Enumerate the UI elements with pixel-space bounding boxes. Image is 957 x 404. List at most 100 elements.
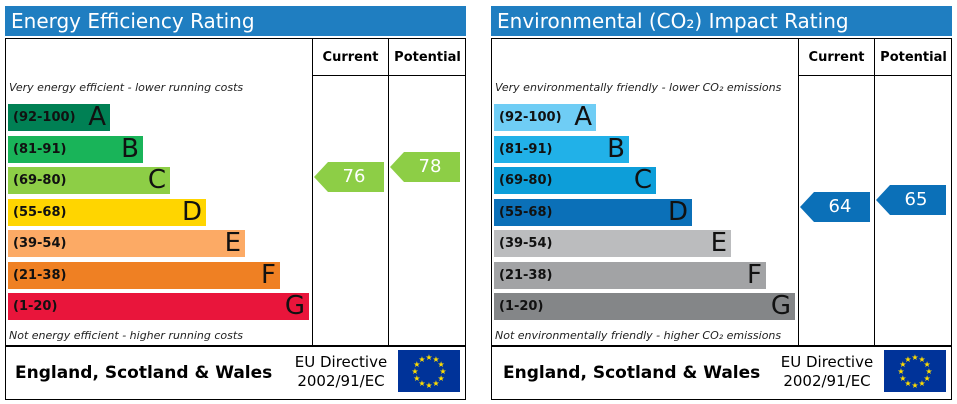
star-icon: ★ — [918, 379, 925, 388]
star-icon: ★ — [904, 355, 911, 364]
star-icon: ★ — [438, 374, 445, 383]
band-letter: D — [667, 196, 688, 227]
rating-band-g: (1-20) G — [8, 291, 309, 321]
band-letter: G — [770, 291, 791, 321]
star-icon: ★ — [925, 367, 932, 376]
column-header-potential: Potential — [394, 50, 461, 65]
band-range-label: (81-91) — [13, 141, 67, 157]
directive-line-1: EU Directive — [294, 353, 388, 371]
rating-band-e: (39-54) E — [494, 228, 731, 258]
band-letter: D — [181, 196, 202, 227]
eu-stars-icon: ★ ★★★★★★★★★★★ — [411, 353, 446, 390]
rating-band-a: (92-100) A — [8, 102, 110, 132]
star-icon: ★ — [924, 374, 931, 383]
current-rating-value: 76 — [342, 165, 366, 187]
rating-band-d: (55-68) D — [8, 196, 206, 227]
star-icon: ★ — [432, 355, 439, 364]
eu-stars-icon: ★ ★★★★★★★★★★★ — [897, 353, 932, 390]
star-icon: ★ — [418, 379, 425, 388]
arrow-shape — [800, 191, 870, 222]
divider — [312, 38, 313, 346]
column-header-current: Current — [808, 50, 865, 65]
potential-rating-value: 78 — [418, 156, 442, 178]
divider — [312, 75, 466, 76]
band-letter: B — [607, 133, 625, 164]
band-range-label: (1-20) — [13, 299, 58, 314]
environmental-impact-chart: Environmental (CO₂) Impact Rating Curren… — [491, 6, 952, 400]
band-range-label: (39-54) — [13, 236, 67, 251]
rating-band-b: (81-91) B — [494, 133, 629, 164]
bottom-caption: Not environmentally friendly - higher CO… — [495, 329, 782, 342]
star-icon: ★ — [904, 379, 911, 388]
directive-line-2: 2002/91/EC — [783, 372, 871, 390]
band-letter: B — [121, 133, 139, 164]
band-range-label: (69-80) — [13, 173, 67, 188]
band-letter: A — [574, 102, 592, 132]
rating-band-f: (21-38) F — [494, 259, 766, 290]
current-rating-value: 64 — [828, 195, 852, 217]
eu-flag-icon: ★ ★ ★ ★ ★ ★ ★ ★ ★ ★ ★ ★ — [398, 350, 460, 392]
star-icon: ★ — [897, 367, 904, 376]
star-icon: ★ — [411, 367, 418, 376]
star-icon: ★ — [413, 374, 420, 383]
band-range-label: (92-100) — [499, 110, 562, 125]
band-letter: F — [747, 259, 762, 290]
band-range-label: (55-68) — [499, 204, 553, 220]
arrow-shape — [314, 161, 384, 192]
divider — [798, 38, 799, 346]
rating-band-c: (69-80) C — [494, 165, 656, 195]
band-letter: G — [284, 291, 305, 321]
star-icon: ★ — [918, 355, 925, 364]
footer-frame — [491, 346, 952, 400]
footer-country: England, Scotland & Wales — [503, 363, 761, 383]
band-range-label: (39-54) — [499, 236, 553, 251]
band-letter: E — [224, 228, 241, 258]
star-icon: ★ — [438, 360, 445, 369]
rating-band-e: (39-54) E — [8, 228, 245, 258]
potential-rating-arrow: 65 — [876, 185, 946, 216]
band-range-label: (21-38) — [13, 267, 67, 283]
star-icon: ★ — [899, 374, 906, 383]
current-rating-arrow: 76 — [314, 161, 384, 192]
energy-efficiency-chart: Energy Efficiency Rating Current Potenti… — [5, 6, 466, 400]
band-range-label: (1-20) — [499, 299, 544, 314]
star-icon: ★ — [413, 360, 420, 369]
band-range-label: (21-38) — [499, 267, 553, 283]
band-letter: C — [633, 165, 652, 195]
star-icon: ★ — [911, 353, 918, 362]
column-header-potential: Potential — [880, 50, 947, 65]
band-range-label: (92-100) — [13, 110, 76, 125]
arrow-shape — [390, 152, 460, 183]
footer-directive: EU Directive 2002/91/EC — [771, 353, 883, 391]
directive-line-1: EU Directive — [780, 353, 874, 371]
eu-flag-icon: ★ ★ ★ ★ ★ ★ ★ ★ ★ ★ ★ ★ — [884, 350, 946, 392]
band-letter: A — [88, 102, 106, 132]
band-letter: F — [261, 259, 276, 290]
top-caption: Very environmentally friendly - lower CO… — [495, 81, 782, 94]
directive-line-2: 2002/91/EC — [297, 372, 385, 390]
rating-band-d: (55-68) D — [494, 196, 692, 227]
star-icon: ★ — [425, 381, 432, 390]
arrow-shape — [876, 185, 946, 216]
star-icon: ★ — [924, 360, 931, 369]
rating-band-b: (81-91) B — [8, 133, 143, 164]
potential-rating-arrow: 78 — [390, 152, 460, 183]
band-range-label: (69-80) — [499, 173, 553, 188]
top-caption: Very energy efficient - lower running co… — [9, 81, 244, 94]
star-icon: ★ — [439, 367, 446, 376]
current-rating-arrow: 64 — [800, 191, 870, 222]
band-letter: E — [710, 228, 727, 258]
chart-title: Environmental (CO₂) Impact Rating — [491, 6, 952, 36]
bottom-caption: Not energy efficient - higher running co… — [9, 329, 243, 342]
divider — [874, 38, 875, 346]
star-icon: ★ — [432, 379, 439, 388]
potential-rating-value: 65 — [904, 189, 928, 211]
band-letter: C — [147, 165, 166, 195]
footer-directive: EU Directive 2002/91/EC — [285, 353, 397, 391]
star-icon: ★ — [899, 360, 906, 369]
rating-band-c: (69-80) C — [8, 165, 170, 195]
divider — [388, 38, 389, 346]
band-range-label: (81-91) — [499, 141, 553, 157]
star-icon: ★ — [911, 381, 918, 390]
chart-title: Energy Efficiency Rating — [5, 6, 466, 36]
